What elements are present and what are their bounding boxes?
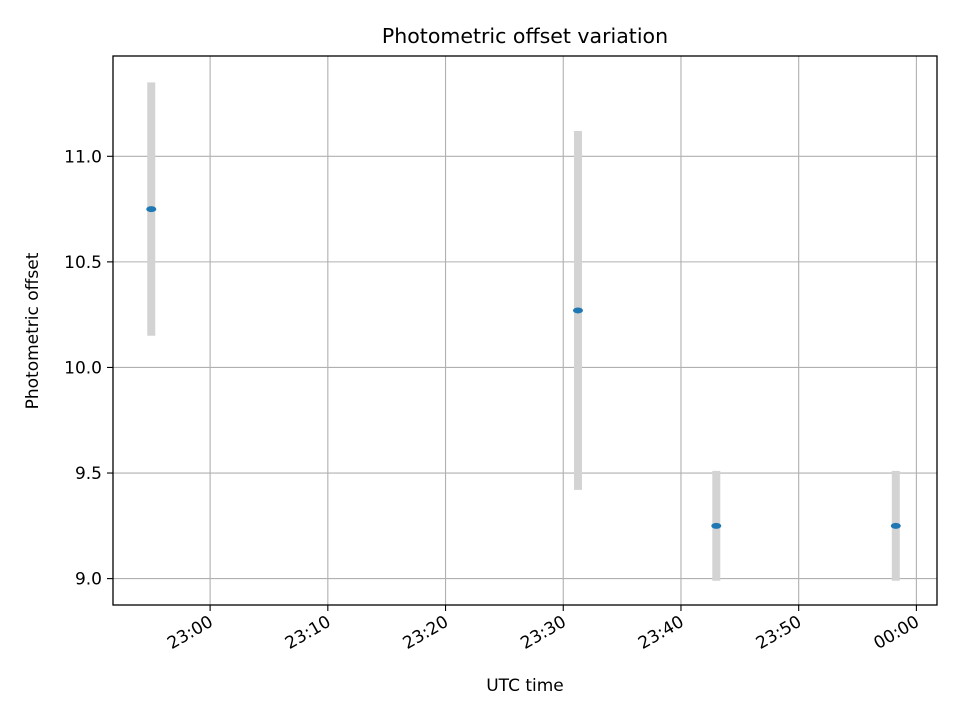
y-tick-label: 9.5: [75, 464, 102, 484]
data-point: [146, 206, 157, 213]
y-tick-label: 9.0: [75, 570, 102, 590]
y-tick-label: 10.0: [64, 358, 102, 378]
y-axis-label: Photometric offset: [23, 252, 43, 409]
data-points: [146, 206, 901, 529]
y-tick-label: 11.0: [64, 147, 102, 167]
data-point: [572, 307, 583, 314]
grid: [113, 56, 937, 605]
data-point: [890, 522, 901, 529]
chart-title: Photometric offset variation: [382, 24, 668, 48]
y-axis-ticks: 9.0 9.5 10.0 10.5 11.0: [64, 147, 113, 590]
y-tick-label: 10.5: [64, 253, 102, 273]
data-point: [711, 522, 722, 529]
plot-frame: [112, 55, 938, 606]
x-axis-label: UTC time: [486, 676, 564, 696]
